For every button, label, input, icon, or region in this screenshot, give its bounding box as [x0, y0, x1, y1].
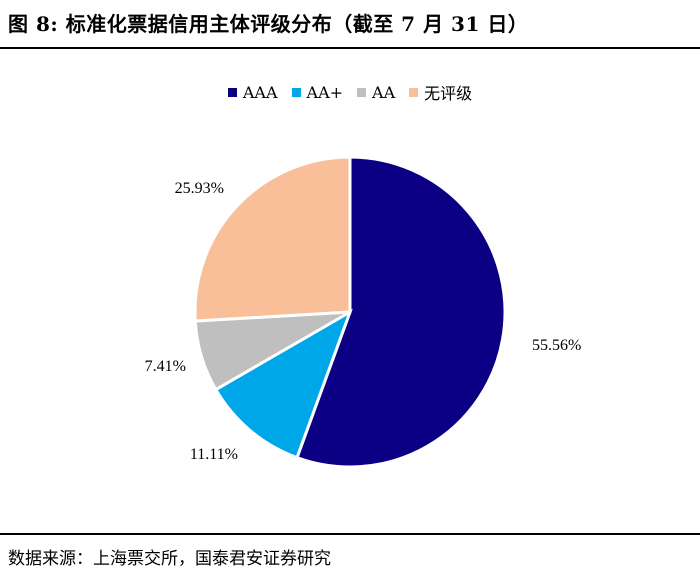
legend-swatch-unrated [409, 87, 419, 97]
pie-slice-aaa [295, 155, 507, 469]
data-label-unrated: 25.93% [175, 180, 224, 197]
legend-item-aa: AA [357, 80, 395, 104]
legend-item-unrated: 无评级 [409, 80, 472, 104]
data-label-aa-plus: 11.11% [190, 446, 238, 463]
legend-label-aa: AA [372, 82, 396, 102]
legend-item-aa-plus: AA+ [291, 80, 344, 104]
legend-swatch-aaa [227, 87, 237, 97]
chart-legend: AAA AA+ AA 无评级 [0, 80, 700, 104]
legend-label-aa-plus: AA+ [306, 82, 344, 102]
legend-swatch-aa [357, 87, 367, 97]
legend-item-aaa: AAA [227, 80, 278, 104]
top-rule [0, 47, 700, 49]
legend-label-aaa: AAA [242, 82, 278, 102]
legend-label-unrated: 无评级 [424, 84, 473, 103]
data-source-note: 数据来源：上海票交所，国泰君安证券研究 [8, 549, 331, 569]
data-label-aaa: 55.56% [532, 337, 581, 354]
chart-title: 图 8: 标准化票据信用主体评级分布（截至 7 月 31 日） [8, 12, 529, 36]
pie-slice-aa-plus [213, 308, 353, 460]
data-label-aa: 7.41% [145, 358, 186, 375]
pie-slice-unrated [193, 155, 352, 323]
bottom-rule [0, 533, 700, 535]
legend-swatch-aa-plus [291, 87, 301, 97]
